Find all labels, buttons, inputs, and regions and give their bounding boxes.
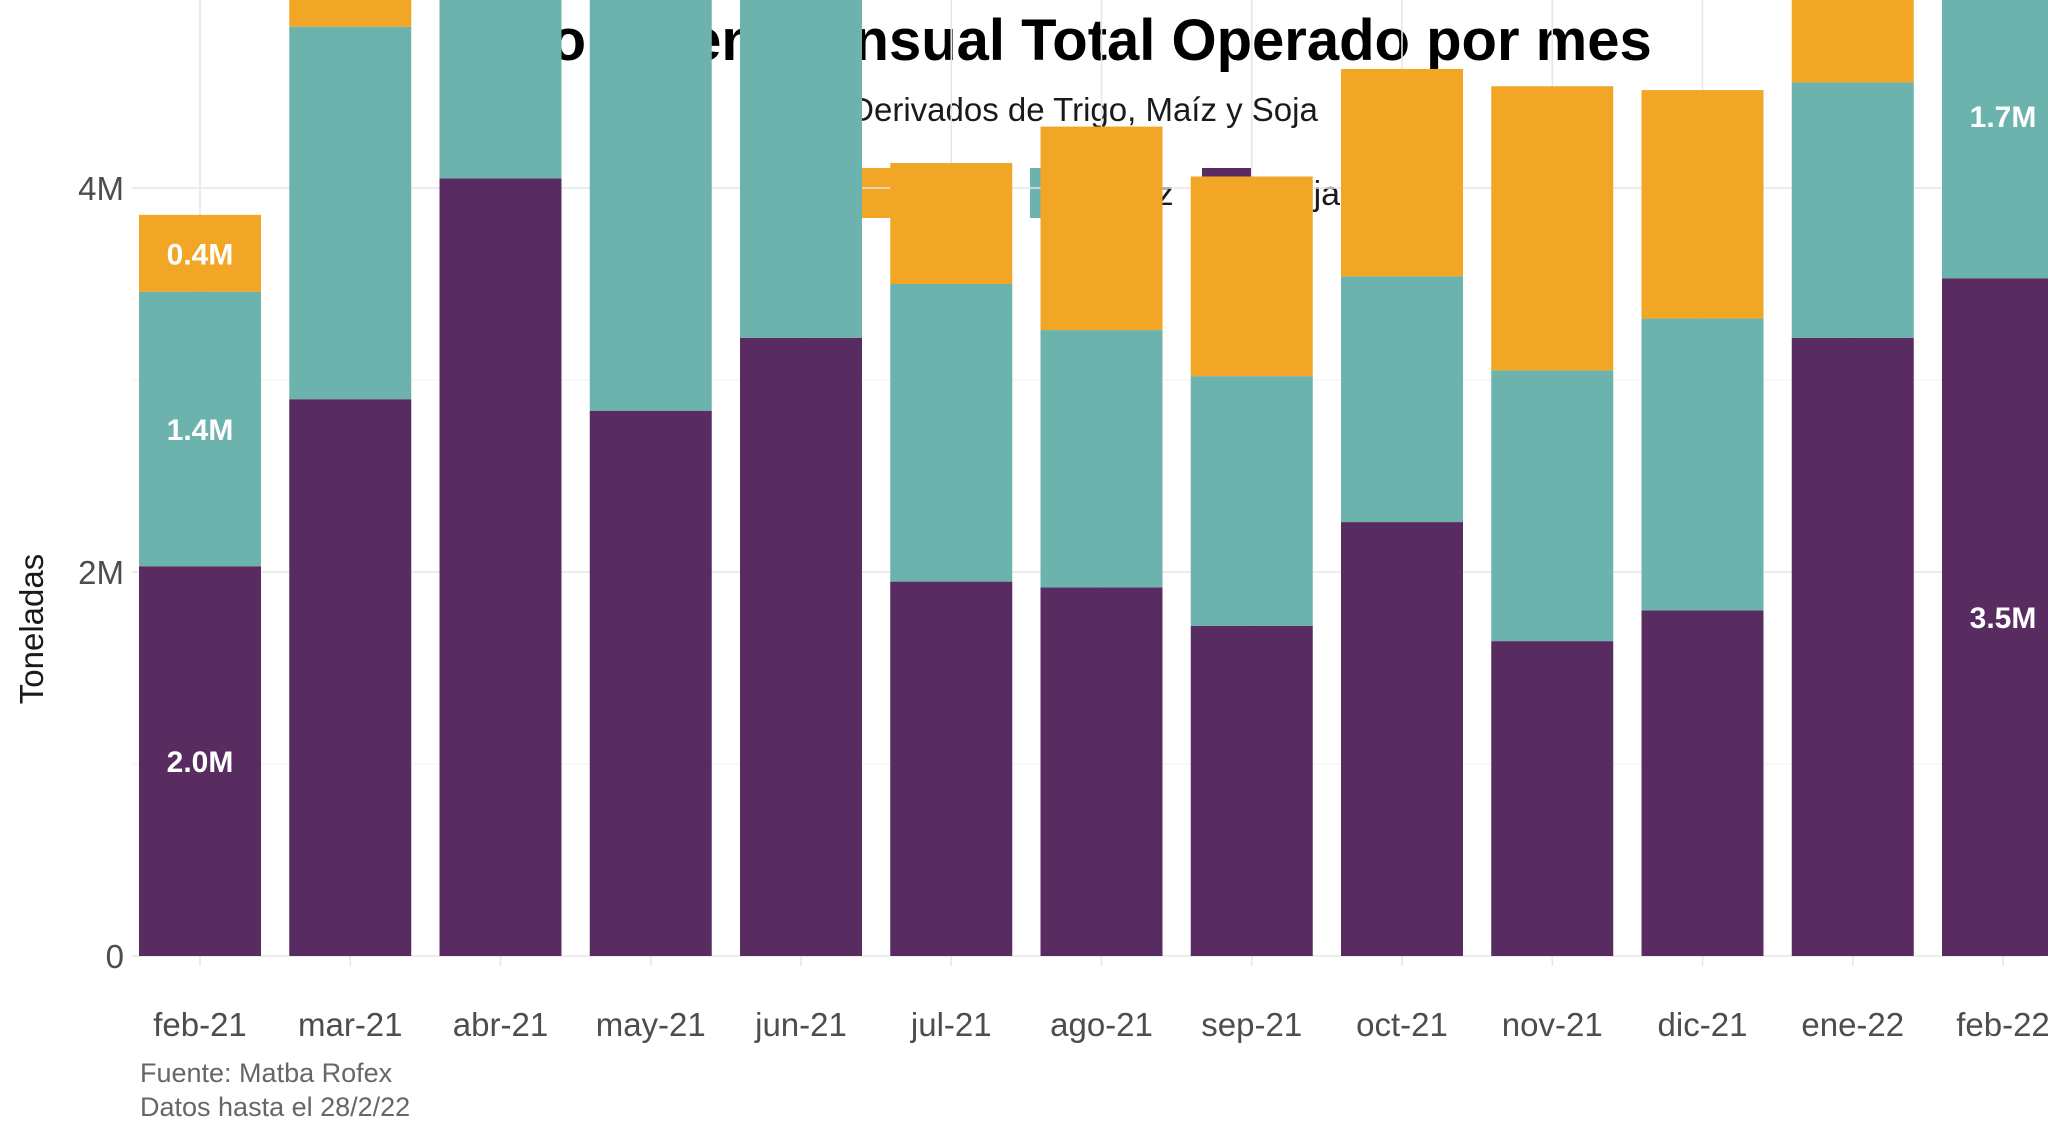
bar-maiz-jun-21 [740,0,862,338]
caption-date: Datos hasta el 28/2/22 [140,1092,410,1122]
bar-maiz-nov-21 [1491,370,1614,642]
x-tick-label: jun-21 [754,1006,847,1043]
bar-trigo-ene-22 [1791,0,1914,83]
bar-maiz-oct-21 [1341,276,1463,523]
bar-soja-ago-21 [1040,587,1163,956]
x-tick-label: abr-21 [453,1006,548,1043]
bar-maiz-may-21 [589,0,712,411]
data-label-trigo-feb-21: 0.4M [167,238,234,271]
bar-maiz-abr-21 [439,0,562,179]
bar-trigo-dic-21 [1641,90,1764,319]
caption-source: Fuente: Matba Rofex [140,1058,393,1088]
bar-maiz-feb-22 [1942,0,2048,279]
bar-maiz-sep-21 [1190,376,1313,626]
x-tick-label: dic-21 [1658,1006,1748,1043]
x-tick-label: feb-21 [153,1006,247,1043]
bar-soja-feb-21 [139,566,261,956]
y-axis: 02M4M6M [78,170,124,975]
y-tick-label: 4M [78,170,124,207]
data-label-soja-feb-21: 2.0M [167,746,234,779]
bar-soja-mar-21 [289,399,412,956]
bar-trigo-jul-21 [890,163,1013,284]
bar-maiz-feb-21 [139,291,261,567]
bar-trigo-mar-21 [289,0,412,27]
bar-trigo-ago-21 [1040,126,1163,331]
bar-maiz-jul-21 [890,284,1013,582]
bar-trigo-nov-21 [1491,86,1614,371]
x-tick-label: feb-22 [1956,1006,2048,1043]
x-tick-label: ene-22 [1801,1006,1904,1043]
bar-soja-jun-21 [740,337,862,956]
bar-maiz-ene-22 [1791,82,1914,338]
x-tick-label: nov-21 [1502,1006,1603,1043]
bar-soja-may-21 [589,410,712,957]
bars [139,0,2048,957]
bar-maiz-dic-21 [1641,318,1764,611]
y-axis-title: Toneladas [13,554,50,704]
x-tick-label: jul-21 [910,1006,992,1043]
data-label-soja-feb-22: 3.5M [1970,602,2037,635]
data-label-maiz-feb-22: 1.7M [1970,101,2037,134]
bar-maiz-mar-21 [289,26,412,400]
bar-soja-sep-21 [1190,625,1313,956]
y-tick-label: 0 [106,938,124,975]
x-axis: feb-21 mar-21 abr-21 may-21 jun-21 jul-21 ago-… [153,1006,2048,1043]
y-tick-label: 2M [78,554,124,591]
data-label-maiz-feb-21: 1.4M [167,414,234,447]
bar-soja-nov-21 [1491,641,1614,956]
x-tick-label: mar-21 [298,1006,403,1043]
bar-soja-feb-22 [1942,278,2048,956]
bar-soja-oct-21 [1341,522,1463,956]
x-tick-label: oct-21 [1356,1006,1448,1043]
data-labels: 0.4M1.4M2.0M0.8M1.7M3.5M [167,101,2037,779]
chart-subtitle: Derivados de Trigo, Maíz y Soja [850,91,1318,128]
bar-soja-jul-21 [890,581,1013,956]
bar-maiz-ago-21 [1040,330,1163,588]
bar-soja-ene-22 [1791,337,1914,956]
bar-trigo-oct-21 [1341,68,1463,277]
bar-trigo-feb-21 [139,214,261,292]
bar-soja-abr-21 [439,178,562,956]
x-tick-label: may-21 [596,1006,706,1043]
x-tick-label: ago-21 [1050,1006,1153,1043]
bar-trigo-sep-21 [1190,176,1313,377]
bar-soja-dic-21 [1641,610,1764,956]
x-tick-label: sep-21 [1201,1006,1302,1043]
